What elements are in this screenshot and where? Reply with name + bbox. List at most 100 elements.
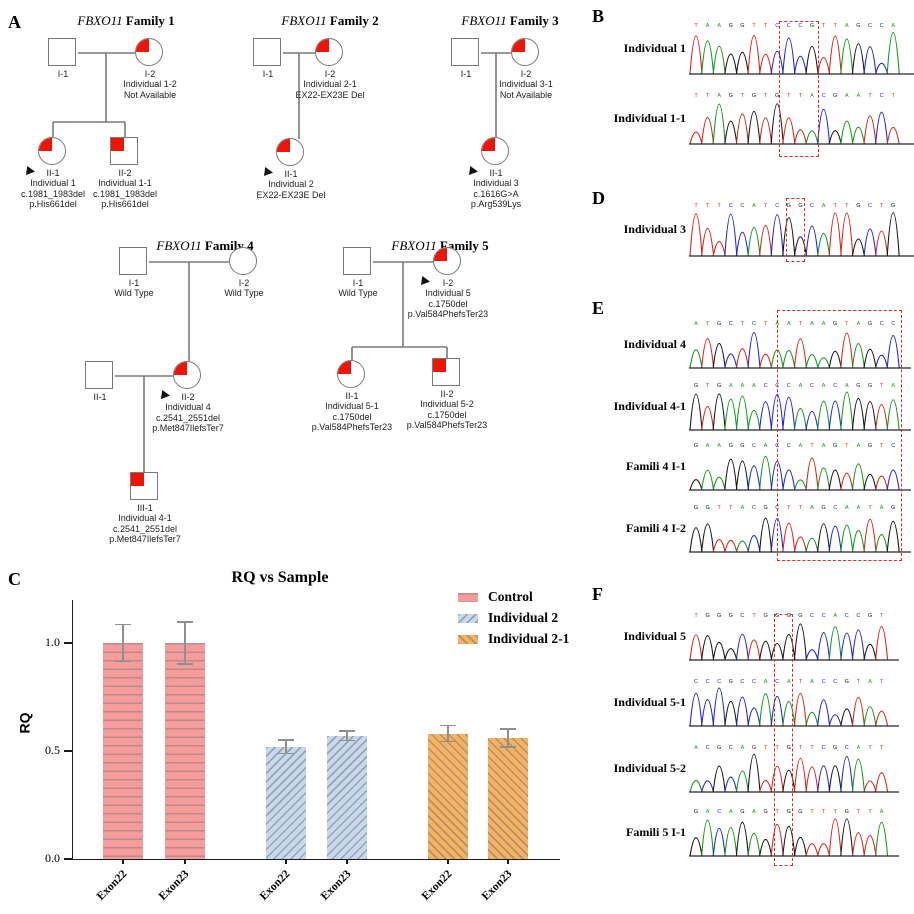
bar-individual-2-1-exon22 bbox=[428, 733, 468, 859]
svg-text:C: C bbox=[880, 23, 884, 29]
pedigree-label-line: I-1 bbox=[262, 69, 274, 79]
svg-text:C: C bbox=[752, 443, 756, 449]
svg-text:A: A bbox=[729, 383, 733, 389]
svg-text:G: G bbox=[798, 613, 802, 619]
y-axis bbox=[72, 600, 74, 860]
svg-text:C: C bbox=[775, 679, 779, 685]
svg-text:C: C bbox=[787, 443, 791, 449]
svg-text:G: G bbox=[845, 809, 849, 815]
svg-text:T: T bbox=[706, 93, 710, 99]
svg-text:A: A bbox=[729, 809, 733, 815]
svg-text:G: G bbox=[833, 93, 837, 99]
svg-text:T: T bbox=[799, 93, 803, 99]
error-bar bbox=[440, 725, 456, 743]
svg-text:T: T bbox=[741, 93, 745, 99]
family-2-member-I-2-symbol bbox=[315, 38, 344, 67]
svg-text:C: C bbox=[764, 383, 768, 389]
pedigree-label-line: II-2 bbox=[181, 392, 195, 402]
pedigree-label-line: Wild Type bbox=[224, 288, 264, 299]
error-bar-cap-bottom bbox=[177, 663, 193, 665]
bar-individual-2-1-exon23 bbox=[488, 738, 528, 859]
svg-text:G: G bbox=[717, 613, 721, 619]
svg-text:G: G bbox=[891, 203, 895, 209]
pedigree-label-line: II-1 bbox=[93, 392, 107, 402]
svg-text:T: T bbox=[799, 745, 803, 751]
svg-text:G: G bbox=[763, 613, 767, 619]
family-1-member-I-1-symbol bbox=[48, 38, 77, 67]
pedigree-label-line: p.His661del bbox=[29, 199, 77, 210]
pedigree-label-line: I-1 bbox=[352, 278, 364, 288]
y-tick-mark bbox=[64, 858, 72, 860]
family-4-member-II-2-symbol bbox=[173, 361, 202, 390]
svg-text:C: C bbox=[856, 613, 860, 619]
legend-label: Control bbox=[488, 589, 533, 604]
svg-text:C: C bbox=[706, 745, 710, 751]
svg-text:C: C bbox=[717, 679, 721, 685]
gene-name: FBXO11 bbox=[461, 13, 507, 28]
svg-text:G: G bbox=[740, 443, 744, 449]
family-5-member-II-2-labels: II-2 Individual 5-2 c.1750del p.Val584Phefs… bbox=[382, 389, 512, 431]
family-2-member-II-1-symbol bbox=[276, 138, 305, 167]
error-bar-cap-bottom bbox=[500, 746, 516, 748]
svg-text:T: T bbox=[764, 93, 768, 99]
svg-text:C: C bbox=[891, 321, 895, 327]
svg-text:G: G bbox=[833, 745, 837, 751]
svg-text:G: G bbox=[787, 613, 791, 619]
family-5-member-II-1-symbol bbox=[337, 360, 366, 389]
svg-text:T: T bbox=[868, 505, 872, 511]
pedigree-label-line: II-2 bbox=[118, 168, 132, 178]
x-tick-mark bbox=[346, 859, 348, 864]
gene-name: FBXO11 bbox=[391, 238, 437, 253]
svg-text:G: G bbox=[717, 745, 721, 751]
x-axis bbox=[72, 859, 560, 861]
chromatogram-row: Individual 5-1 C C C G C C A C A T A C C G T A T bbox=[592, 676, 899, 728]
error-bar-cap-top bbox=[339, 730, 355, 732]
svg-text:A: A bbox=[694, 745, 698, 751]
panel-letter-d: D bbox=[592, 188, 605, 208]
legend-item-individual-2-1: Individual 2-1 bbox=[458, 631, 569, 647]
panel-letter-c: C bbox=[8, 569, 21, 589]
svg-text:G: G bbox=[717, 321, 721, 327]
pedigree-label-line: II-2 bbox=[440, 389, 454, 399]
legend-swatch bbox=[458, 613, 478, 623]
svg-text:A: A bbox=[741, 383, 745, 389]
gene-name: FBXO11 bbox=[77, 13, 123, 28]
svg-text:C: C bbox=[729, 203, 733, 209]
chromatogram-row-label: Famili 4 I-1 bbox=[626, 458, 686, 473]
svg-text:G: G bbox=[752, 93, 756, 99]
svg-text:C: C bbox=[775, 23, 779, 29]
chromatogram-panel-e: Individual 4 A T G C T C T A A T A A G T A G C C Individual… bbox=[592, 298, 914, 570]
proband-arrow-icon bbox=[264, 167, 273, 176]
family-4-member-I-2-symbol bbox=[229, 247, 258, 276]
svg-text:G: G bbox=[856, 23, 860, 29]
svg-text:T: T bbox=[706, 321, 710, 327]
pedigree-label-line: EX22-EX23E Del bbox=[256, 189, 326, 200]
svg-text:T: T bbox=[694, 613, 698, 619]
pedigree-label-line: Individual 5-1 bbox=[325, 401, 379, 412]
svg-text:A: A bbox=[787, 321, 791, 327]
svg-text:A: A bbox=[880, 505, 884, 511]
chromatogram-row: Individual 3 T T T C C A T C G G C A T T G C T G bbox=[592, 200, 914, 258]
chromatogram-row-label: Individual 5 bbox=[623, 628, 686, 643]
svg-text:C: C bbox=[891, 443, 895, 449]
svg-text:A: A bbox=[717, 23, 721, 29]
chromatogram-row: Individual 5-2 A C G C A G T T G T T C G C A T T bbox=[592, 742, 899, 794]
svg-text:G: G bbox=[798, 809, 802, 815]
svg-text:C: C bbox=[810, 383, 814, 389]
x-tick-mark bbox=[122, 859, 124, 864]
svg-text:T: T bbox=[787, 93, 791, 99]
pedigree-label-line: c.1616G>A bbox=[473, 188, 519, 199]
error-bar-cap-top bbox=[177, 621, 193, 623]
svg-text:A: A bbox=[706, 443, 710, 449]
pedigree-label-line: I-2 bbox=[144, 69, 156, 79]
svg-text:C: C bbox=[833, 505, 837, 511]
error-bar bbox=[115, 623, 131, 663]
error-bar bbox=[278, 739, 294, 755]
bar-control-exon22 bbox=[103, 643, 143, 859]
pedigree-label-line: p.Arg539Lys bbox=[470, 199, 522, 210]
svg-text:A: A bbox=[810, 93, 814, 99]
family-5-member-I-1-symbol bbox=[343, 247, 372, 276]
pedigree-label-line: I-2 bbox=[520, 69, 532, 79]
